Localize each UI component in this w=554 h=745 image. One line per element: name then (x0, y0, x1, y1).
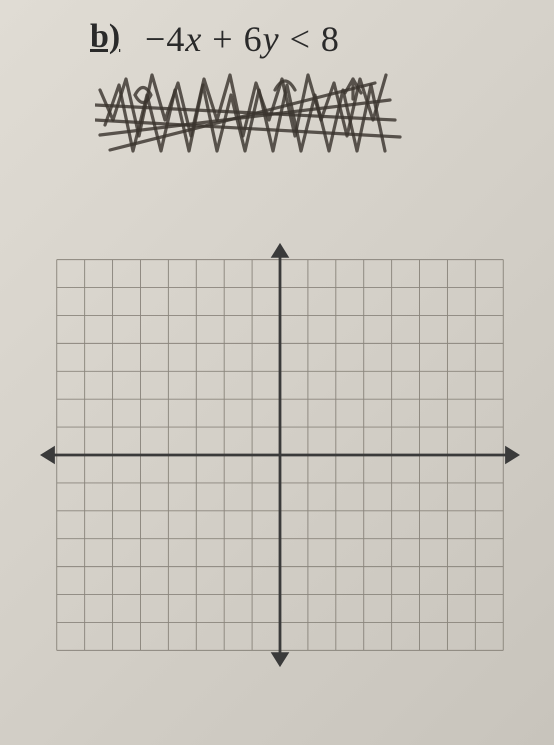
grid-svg (40, 210, 520, 700)
var-x: x (185, 19, 202, 59)
label-text: b) (90, 18, 120, 55)
relation: < (290, 19, 311, 59)
rhs: 8 (321, 19, 340, 59)
inequality-expression: −4x + 6y < 8 (145, 18, 340, 60)
coordinate-grid (40, 210, 520, 700)
coef-y: 6 (244, 19, 263, 59)
var-y: y (263, 19, 280, 59)
handwritten-scribble (95, 65, 405, 165)
plus-op: + (212, 19, 233, 59)
neg-coef-x: −4 (145, 19, 185, 59)
scribble-svg (95, 65, 405, 165)
problem-label: b) (90, 18, 120, 56)
worksheet-page: b) −4x + 6y < 8 (0, 0, 554, 745)
